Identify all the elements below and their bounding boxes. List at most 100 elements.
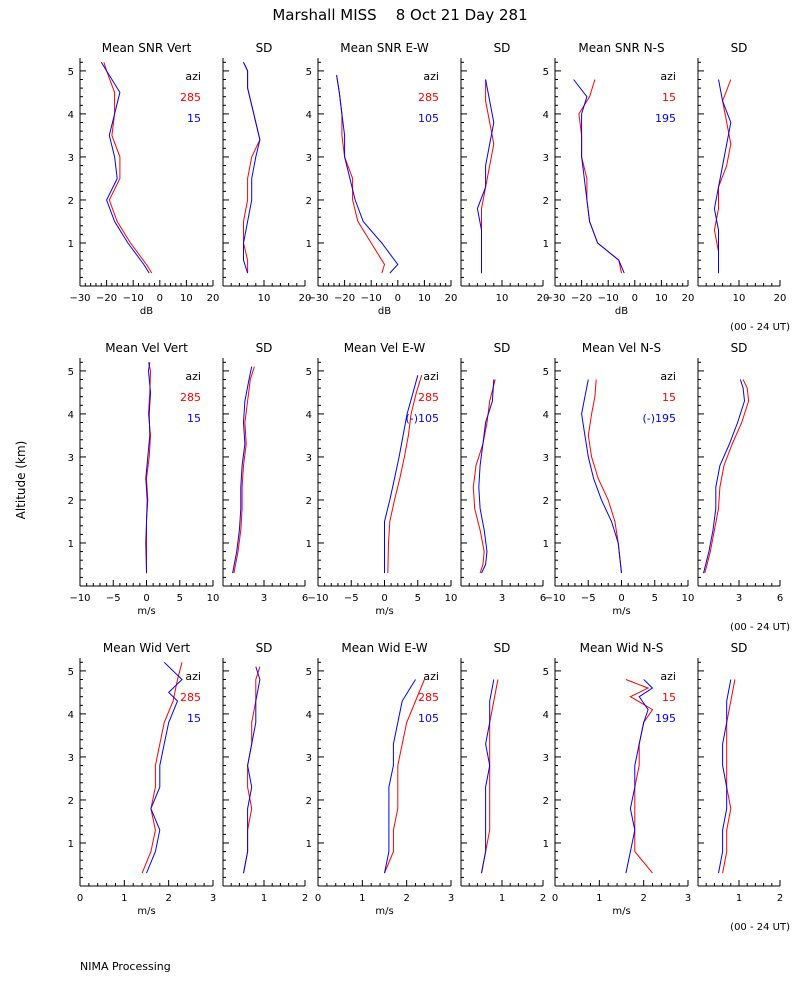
panel-title: SD <box>256 341 273 355</box>
panel-title: SD <box>731 41 748 55</box>
y-tick-label: 1 <box>68 839 74 850</box>
time-range-label: (00 - 24 UT) <box>730 322 790 333</box>
series-line-b <box>232 366 253 574</box>
series-line-a <box>625 679 654 874</box>
y-tick-label: 1 <box>543 239 549 250</box>
y-tick-label: 4 <box>68 410 74 421</box>
x-tick-label: 20 <box>682 293 695 304</box>
legend-entry-b: (-)105 <box>405 412 439 425</box>
series-line-b <box>336 75 399 274</box>
legend-title: azi <box>185 70 201 83</box>
series-line-a <box>472 379 496 574</box>
y-tick-label: 2 <box>543 796 549 807</box>
y-tick-label: 3 <box>543 153 549 164</box>
y-tick-label: 3 <box>306 453 312 464</box>
x-axis-label: dB <box>140 306 153 317</box>
legend-entry-b: 15 <box>187 112 201 125</box>
x-tick-label: 10 <box>258 293 271 304</box>
x-tick-label: 2 <box>540 893 546 904</box>
x-tick-label: 20 <box>537 293 550 304</box>
y-tick-label: 4 <box>306 110 312 121</box>
series-line-a <box>233 366 255 574</box>
series-line-b <box>476 79 495 274</box>
y-tick-label: 2 <box>68 196 74 207</box>
x-tick-label: 1 <box>499 893 505 904</box>
panel-title: Mean SNR Vert <box>102 41 192 55</box>
y-tick-label: 3 <box>306 753 312 764</box>
legend-title: azi <box>185 370 201 383</box>
series-line-a <box>481 79 495 274</box>
y-tick-label: 4 <box>68 710 74 721</box>
mean-panel: 1 2 3 4 5 −10 −5 0 5 10 Mean Vel Vert m/s azi 285 15 <box>68 341 220 617</box>
x-tick-label: −5 <box>106 593 121 604</box>
legend-entry-a: 285 <box>418 391 439 404</box>
y-tick-label: 1 <box>306 839 312 850</box>
x-tick-label: −20 <box>96 293 117 304</box>
y-tick-label: 4 <box>306 710 312 721</box>
sd-panel: 3 6 SD <box>460 341 546 604</box>
x-tick-label: −20 <box>571 293 592 304</box>
x-axis-label: dB <box>378 306 391 317</box>
x-tick-label: 0 <box>157 293 163 304</box>
y-tick-label: 1 <box>543 839 549 850</box>
series-line-b <box>713 79 732 274</box>
series-line-b <box>384 375 419 574</box>
x-tick-label: −30 <box>307 293 328 304</box>
x-tick-label: 10 <box>655 293 668 304</box>
time-range-label: (00 - 24 UT) <box>730 622 790 633</box>
mean-panel: 1 2 3 4 5 0 1 2 3 Mean Wid N-S m/s azi 15 195 <box>543 641 692 917</box>
x-tick-label: 2 <box>302 893 308 904</box>
panel-title: SD <box>494 641 511 655</box>
x-tick-label: 3 <box>261 593 267 604</box>
y-tick-label: 5 <box>543 367 549 378</box>
series-line-a <box>713 79 732 274</box>
panel-title: Mean SNR N-S <box>578 41 664 55</box>
y-tick-label: 2 <box>306 796 312 807</box>
y-axis-label: Altitude (km) <box>14 441 28 520</box>
panel-title: SD <box>731 641 748 655</box>
sd-panel: 1 2 SD <box>460 641 546 904</box>
legend-title: azi <box>423 370 439 383</box>
legend-title: azi <box>660 370 676 383</box>
x-tick-label: −20 <box>334 293 355 304</box>
x-tick-label: 2 <box>777 893 783 904</box>
x-tick-label: −10 <box>598 293 619 304</box>
legend-entry-a: 15 <box>662 691 676 704</box>
x-tick-label: −30 <box>544 293 565 304</box>
legend-entry-a: 285 <box>418 91 439 104</box>
x-tick-label: 2 <box>403 893 409 904</box>
legend-title: azi <box>660 70 676 83</box>
y-tick-label: 4 <box>543 710 549 721</box>
x-tick-label: 5 <box>415 593 421 604</box>
x-tick-label: 10 <box>496 293 509 304</box>
legend-entry-a: 285 <box>180 391 201 404</box>
x-axis-label: m/s <box>375 906 393 917</box>
y-tick-label: 1 <box>68 239 74 250</box>
legend-entry-b: 195 <box>655 112 676 125</box>
legend-title: azi <box>660 670 676 683</box>
x-tick-label: 3 <box>736 593 742 604</box>
series-line-b <box>718 679 732 874</box>
x-tick-label: 20 <box>445 293 458 304</box>
series-line-b <box>146 661 183 874</box>
y-tick-label: 5 <box>306 367 312 378</box>
series-line-b <box>581 379 622 574</box>
x-tick-label: 1 <box>121 893 127 904</box>
y-tick-label: 4 <box>306 410 312 421</box>
x-tick-label: −10 <box>123 293 144 304</box>
y-tick-label: 5 <box>68 367 74 378</box>
legend-title: azi <box>185 670 201 683</box>
x-tick-label: −10 <box>307 593 328 604</box>
legend-entry-a: 15 <box>662 91 676 104</box>
y-tick-label: 4 <box>543 410 549 421</box>
sd-panel: 3 6 SD <box>222 341 308 604</box>
panel-title: SD <box>256 641 273 655</box>
series-line-a <box>336 75 386 274</box>
y-tick-label: 2 <box>543 196 549 207</box>
x-tick-label: 5 <box>177 593 183 604</box>
x-tick-label: 1 <box>359 893 365 904</box>
x-tick-label: 10 <box>418 293 431 304</box>
x-tick-label: −10 <box>544 593 565 604</box>
mean-panel: 1 2 3 4 5 −30 −20 −10 0 10 20 Mean SNR N-S dB azi 15 19… <box>543 41 695 317</box>
